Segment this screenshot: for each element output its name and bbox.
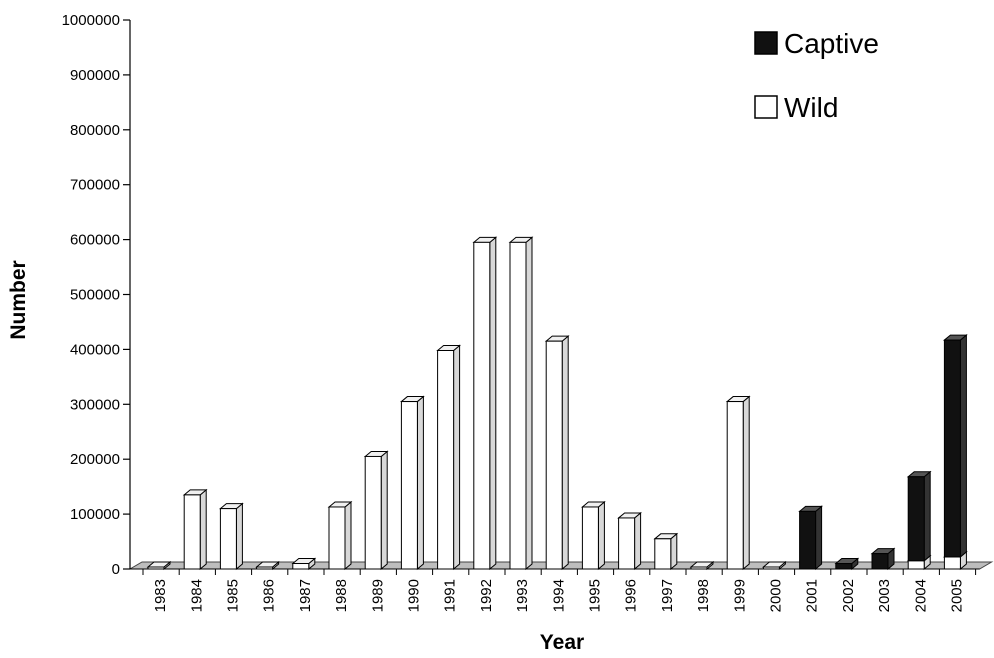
y-tick-label: 200000 (70, 451, 120, 468)
x-tick-label: 1996 (623, 579, 640, 612)
x-tick-label: 1989 (369, 579, 386, 612)
bar-wild-1994 (544, 335, 570, 571)
bar-wild-1991 (436, 344, 461, 571)
x-tick-label: 2004 (912, 579, 929, 612)
y-tick-label: 600000 (70, 232, 120, 249)
x-tick-label: 1993 (514, 579, 531, 612)
legend-swatch-captive (754, 31, 778, 55)
x-tick-label: 2003 (876, 579, 893, 612)
y-tick-label: 1000000 (62, 12, 120, 29)
bar-captive-2002 (834, 557, 860, 571)
y-tick-label: 900000 (70, 67, 120, 84)
x-tick-label: 1983 (152, 579, 169, 612)
x-tick-label: 1994 (550, 579, 567, 612)
bar-captive-2001 (798, 505, 823, 571)
legend-label-captive: Captive (784, 28, 879, 59)
bar-wild-1986 (255, 560, 280, 571)
x-tick-label: 1985 (225, 579, 242, 612)
y-axis-title: Number (7, 260, 30, 339)
legend: Captive Wild (754, 28, 879, 123)
x-axis-title: Year (540, 631, 584, 653)
bar-wild-1990 (400, 395, 425, 571)
x-tick-label: 1998 (695, 579, 712, 612)
bar-wild-1997 (653, 532, 679, 571)
x-tick-label: 2002 (840, 579, 857, 612)
x-tick-label: 1986 (261, 579, 278, 612)
y-tick-label: 500000 (70, 287, 120, 304)
x-tick-label: 1999 (731, 579, 748, 612)
bar-wild-1983 (146, 560, 172, 571)
legend-label-wild: Wild (784, 92, 838, 123)
bar-wild-1996 (617, 511, 642, 571)
bar-wild-1993 (508, 236, 534, 571)
bar-wild-1989 (363, 450, 389, 571)
x-tick-label: 1995 (587, 579, 604, 612)
x-tick-label: 1992 (478, 579, 495, 612)
x-tick-label: 1988 (333, 579, 350, 612)
legend-swatch-wild (754, 95, 778, 119)
y-tick-label: 400000 (70, 341, 120, 358)
y-tick-label: 700000 (70, 177, 120, 194)
y-tick-label: 300000 (70, 396, 120, 413)
y-tick-label: 100000 (70, 506, 120, 523)
bar-wild-1995 (581, 500, 606, 571)
bar-wild-1998 (689, 560, 715, 571)
x-tick-label: 1984 (188, 579, 205, 612)
bar-wild-1992 (472, 236, 498, 571)
x-tick-label: 1997 (659, 579, 676, 612)
x-tick-label: 2005 (949, 579, 966, 612)
bar-captive-2005 (943, 333, 968, 558)
bar-wild-1988 (327, 500, 353, 571)
bar-captive-2003 (870, 547, 896, 571)
x-tick-label: 2001 (804, 579, 821, 612)
bar-captive-2004 (906, 470, 932, 562)
x-tick-label: 1990 (406, 579, 423, 612)
y-tick-label: 800000 (70, 122, 120, 139)
y-tick-label: 0 (112, 561, 120, 578)
bar-wild-1987 (291, 557, 317, 571)
bar-wild-1999 (725, 395, 751, 571)
bar-wild-1985 (219, 502, 244, 571)
bar-wild-2000 (762, 560, 787, 571)
x-tick-label: 1991 (442, 579, 459, 612)
x-tick-label: 1987 (297, 579, 314, 612)
x-tick-label: 2000 (768, 579, 785, 612)
bar-wild-1984 (182, 488, 208, 571)
